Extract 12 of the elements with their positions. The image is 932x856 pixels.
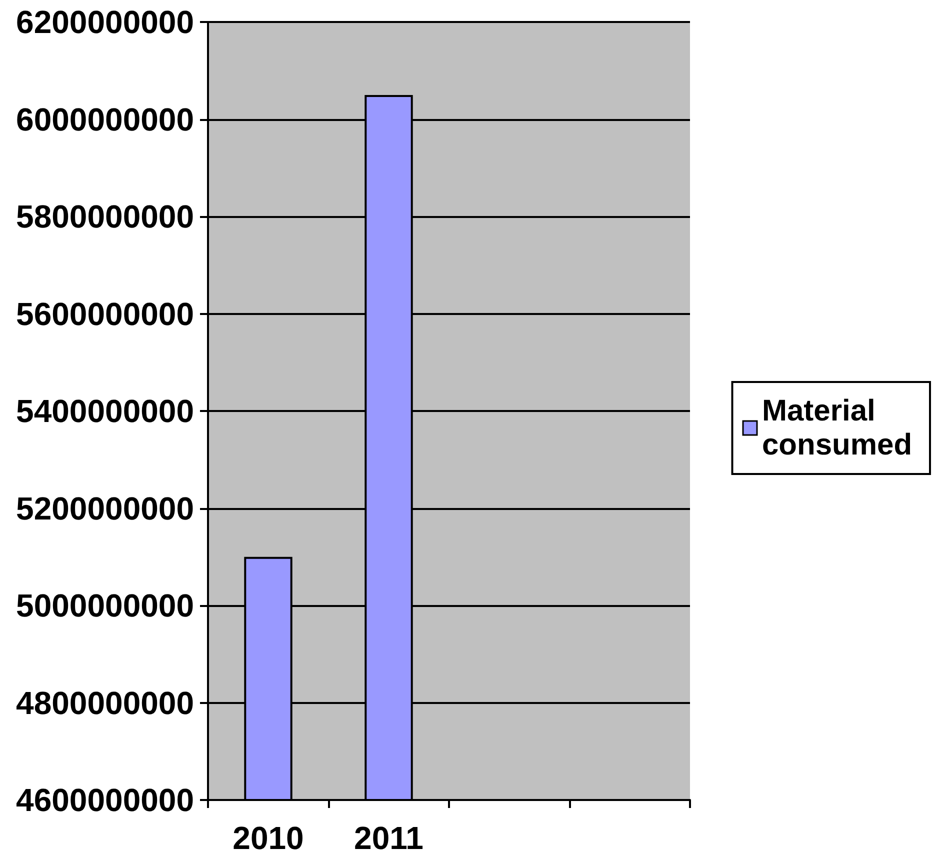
y-tick-label: 6000000000 (16, 101, 194, 138)
x-tick-label: 2010 (232, 820, 304, 856)
y-tick-label: 4800000000 (16, 684, 194, 721)
y-tick-label: 5200000000 (16, 490, 194, 526)
y-tick-label: 4600000000 (16, 782, 194, 818)
y-tick-label: 5600000000 (16, 296, 194, 332)
x-tick-label: 2011 (354, 820, 424, 856)
y-tick-label: 5400000000 (16, 393, 194, 429)
legend-label: Material consumed (762, 394, 912, 462)
y-tick-label: 6200000000 (16, 4, 194, 40)
y-tick-label: 5000000000 (16, 588, 194, 624)
y-tick-label: 5800000000 (16, 198, 194, 234)
